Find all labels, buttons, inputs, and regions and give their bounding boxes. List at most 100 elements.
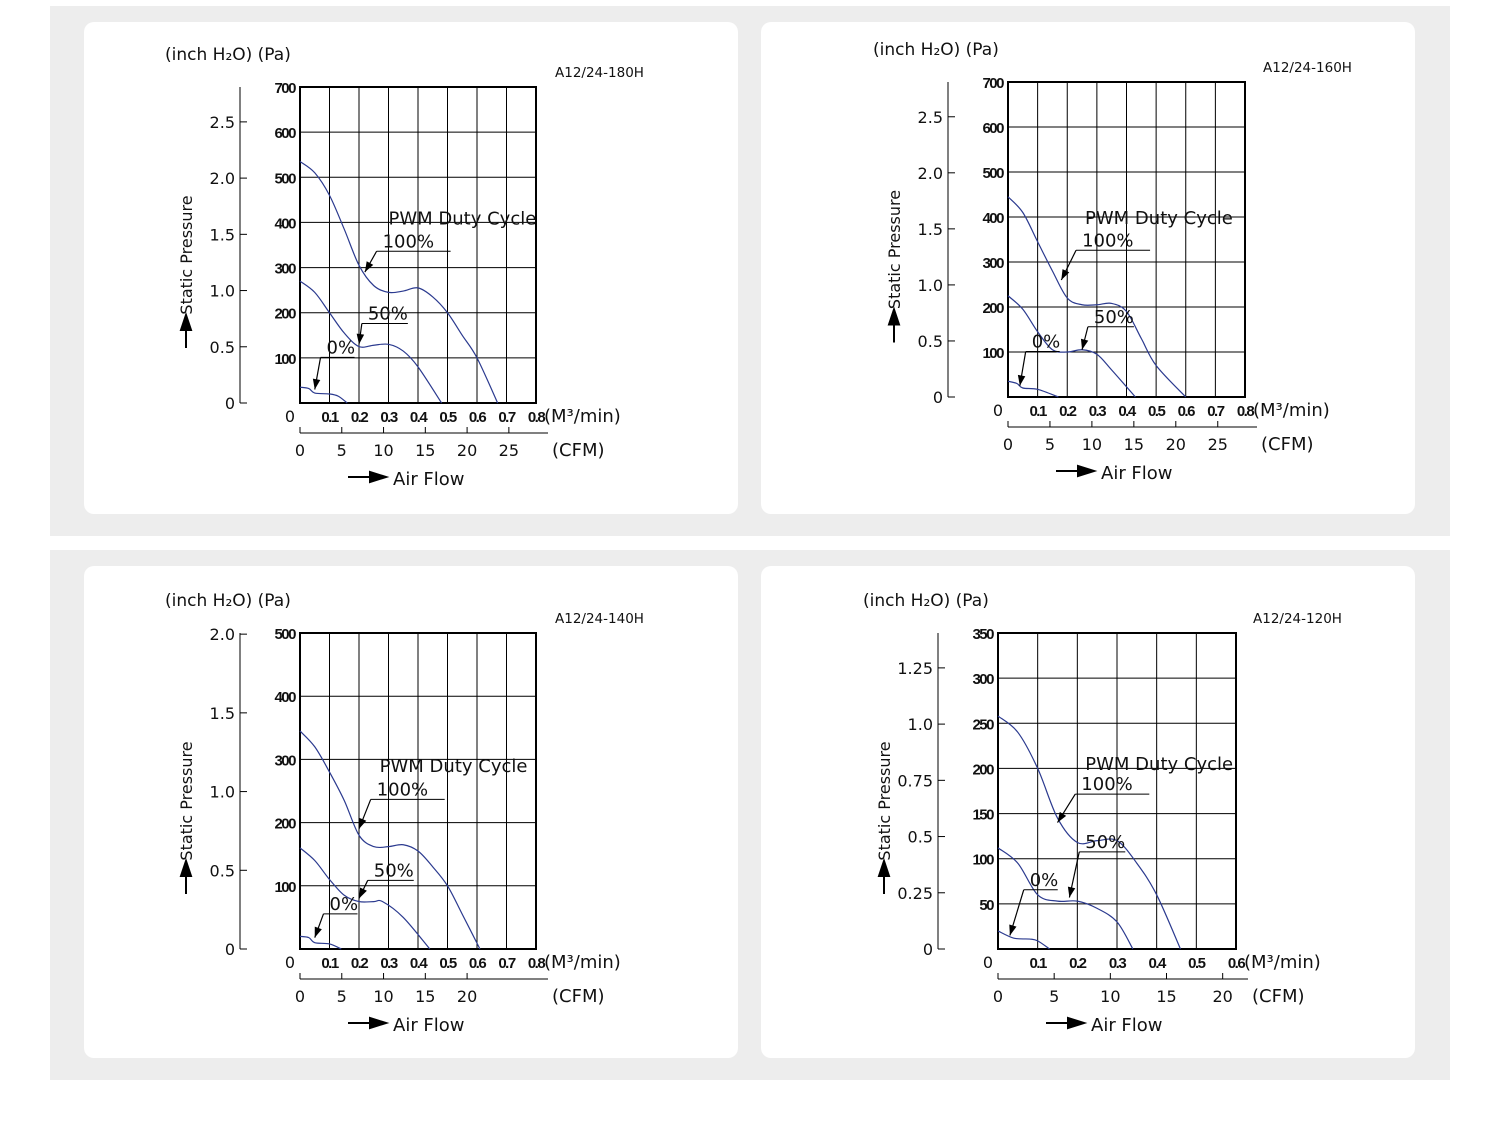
series-label: 0% bbox=[330, 894, 359, 915]
pointer-arrowhead-icon bbox=[1067, 886, 1076, 898]
cfm-tick-label: 5 bbox=[337, 441, 347, 460]
x-axis-title: Air Flow bbox=[1101, 463, 1173, 484]
arrow-up-icon bbox=[877, 857, 891, 894]
inch-tick-label: 0 bbox=[933, 388, 943, 407]
cfm-tick-label: 5 bbox=[1045, 435, 1055, 454]
x-tick-label: 0.2 bbox=[1069, 955, 1087, 972]
cfm-tick-label: 25 bbox=[1208, 435, 1228, 454]
series-label: 100% bbox=[377, 779, 428, 800]
unit-title: (inch H₂O) (Pa) bbox=[165, 45, 291, 65]
x-tick-label: 0.6 bbox=[469, 955, 487, 972]
x-unit-metric: (M³/min) bbox=[544, 406, 621, 427]
pa-tick-label: 600 bbox=[274, 125, 296, 142]
x-tick-label: 0.4 bbox=[410, 409, 429, 426]
series-label: 0% bbox=[1030, 870, 1059, 891]
x-tick-label: 0 bbox=[285, 953, 295, 972]
inch-tick-label: 0.75 bbox=[897, 771, 933, 790]
curve-0pct bbox=[1007, 380, 1059, 398]
model-label: A12/24-140H bbox=[555, 611, 644, 627]
pointer-arrowhead-icon bbox=[364, 261, 374, 273]
pa-tick-label: 700 bbox=[982, 75, 1004, 92]
curve-50pct bbox=[299, 280, 443, 404]
pointer-arrowhead-icon bbox=[359, 817, 367, 829]
curve-0pct bbox=[299, 935, 342, 950]
unit-title: (inch H₂O) (Pa) bbox=[165, 591, 291, 611]
cfm-tick-label: 10 bbox=[373, 441, 393, 460]
cfm-tick-label: 0 bbox=[1003, 435, 1013, 454]
pa-tick-label: 350 bbox=[972, 626, 994, 643]
x-tick-label: 0.3 bbox=[1089, 403, 1107, 420]
curve-100pct bbox=[299, 730, 481, 950]
y-axis-title: Static Pressure bbox=[875, 741, 894, 860]
y-axis-title: Static Pressure bbox=[177, 195, 196, 314]
series-label: 50% bbox=[374, 860, 414, 881]
x-tick-label: 0.1 bbox=[1029, 955, 1047, 972]
pa-tick-label: 100 bbox=[972, 852, 994, 869]
x-tick-label: 0.2 bbox=[1059, 403, 1077, 420]
arrow-up-icon bbox=[179, 311, 193, 348]
pa-tick-label: 150 bbox=[972, 807, 994, 824]
cfm-tick-label: 15 bbox=[415, 441, 435, 460]
inch-tick-label: 2.0 bbox=[210, 625, 235, 644]
curve-50pct bbox=[997, 847, 1134, 950]
inch-tick-label: 1.0 bbox=[908, 715, 933, 734]
x-tick-label: 0.7 bbox=[498, 409, 516, 426]
unit-title: (inch H₂O) (Pa) bbox=[863, 591, 989, 611]
pa-tick-label: 400 bbox=[274, 689, 296, 706]
pointer-arrowhead-icon bbox=[1080, 338, 1089, 350]
model-label: A12/24-180H bbox=[555, 65, 644, 81]
x-tick-label: 0.3 bbox=[1109, 955, 1127, 972]
pa-tick-label: 700 bbox=[274, 80, 296, 97]
chart-svg: (inch H₂O) (Pa)A12/24-180H10020030040050… bbox=[165, 45, 644, 490]
series-label: 0% bbox=[327, 337, 356, 358]
y-axis-title: Static Pressure bbox=[885, 190, 904, 309]
inch-tick-label: 0.25 bbox=[897, 884, 933, 903]
x-tick-label: 0.6 bbox=[1178, 403, 1196, 420]
curve-0pct bbox=[299, 386, 348, 404]
pointer-arrowhead-icon bbox=[1061, 269, 1070, 280]
pa-tick-label: 300 bbox=[274, 261, 296, 278]
series-label: 0% bbox=[1032, 332, 1061, 353]
x-tick-label: 0.8 bbox=[1237, 403, 1255, 420]
cfm-tick-label: 25 bbox=[499, 441, 519, 460]
x-tick-label: 0.1 bbox=[1029, 403, 1047, 420]
x-tick-label: 0.5 bbox=[439, 955, 457, 972]
curve-50pct bbox=[299, 847, 431, 950]
pointer-arrowhead-icon bbox=[314, 926, 322, 938]
plot-frame bbox=[299, 632, 537, 950]
series-label: 50% bbox=[1094, 307, 1134, 328]
pointer-arrowhead-icon bbox=[356, 333, 365, 345]
chart-svg: (inch H₂O) (Pa)A12/24-120H50100150200250… bbox=[863, 591, 1342, 1036]
chart-card-160h: (inch H₂O) (Pa) A12/24-160H 100 200 300 400 50… bbox=[761, 22, 1415, 514]
pa-tick-label: 250 bbox=[972, 716, 994, 733]
model-label: A12/24-120H bbox=[1253, 611, 1342, 627]
x-unit-metric: (M³/min) bbox=[1253, 400, 1330, 421]
pa-tick-label: 100 bbox=[982, 345, 1004, 362]
pa-tick-label: 400 bbox=[274, 215, 296, 232]
x-tick-label: 0.2 bbox=[351, 955, 369, 972]
x-tick-label: 0.4 bbox=[1148, 955, 1167, 972]
pa-tick-label: 400 bbox=[982, 210, 1004, 227]
pa-tick-label: 50 bbox=[979, 897, 994, 914]
pwm-label: PWM Duty Cycle bbox=[389, 209, 537, 230]
x-tick-label: 0 bbox=[983, 953, 993, 972]
pwm-label: PWM Duty Cycle bbox=[380, 756, 528, 777]
plot-frame bbox=[997, 632, 1237, 950]
x-tick-label: 0 bbox=[993, 401, 1003, 420]
pa-tick-label: 300 bbox=[972, 671, 994, 688]
chart-card-180h: (inch H₂O) (Pa) A12/24-180H 100 200 300 400 50… bbox=[84, 22, 738, 514]
x-tick-label: 0.3 bbox=[380, 955, 398, 972]
inch-tick-label: 0 bbox=[225, 394, 235, 413]
plot-frame bbox=[299, 86, 537, 404]
cfm-tick-label: 15 bbox=[415, 987, 435, 1006]
inch-tick-label: 1.5 bbox=[210, 704, 235, 723]
series-label: 100% bbox=[1082, 230, 1133, 251]
cfm-tick-label: 5 bbox=[1049, 987, 1059, 1006]
curve-100pct bbox=[299, 160, 499, 404]
x-tick-label: 0.7 bbox=[1207, 403, 1225, 420]
cfm-tick-label: 0 bbox=[295, 987, 305, 1006]
y-axis-title: Static Pressure bbox=[177, 741, 196, 860]
x-axis-title: Air Flow bbox=[393, 1015, 465, 1036]
x-unit-cfm: (CFM) bbox=[552, 986, 605, 1007]
